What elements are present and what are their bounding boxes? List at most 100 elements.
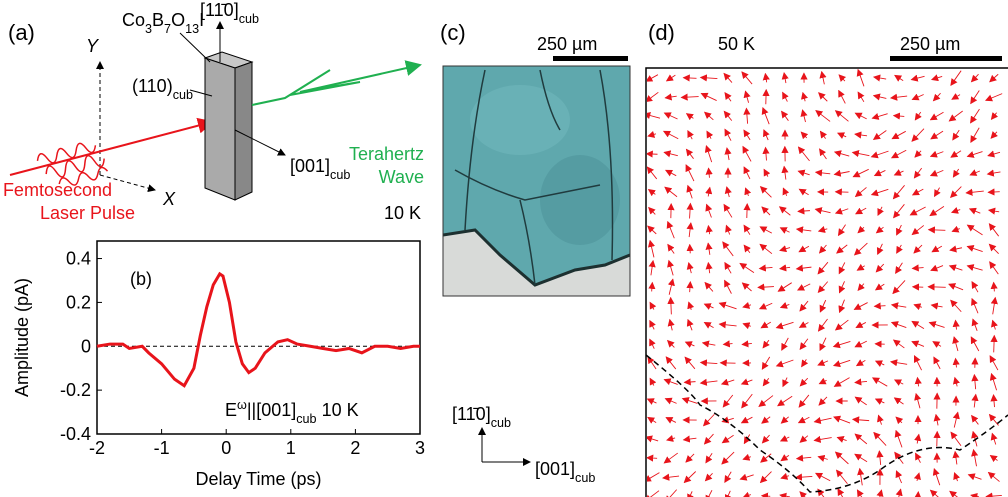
x-tick-label: 0: [221, 438, 231, 458]
field-arrow: [966, 224, 983, 236]
panel-label: (b): [130, 269, 152, 289]
field-arrow: [838, 262, 846, 275]
field-arrow: [703, 303, 714, 310]
field-arrow: [837, 488, 845, 497]
field-arrow: [800, 109, 808, 123]
field-arrow: [781, 165, 789, 180]
field-arrow: [914, 490, 922, 497]
field-arrow: [857, 467, 865, 486]
field-arrow: [911, 320, 925, 330]
field-arrow: [952, 168, 960, 178]
field-arrow: [990, 334, 998, 353]
field-arrow: [895, 488, 903, 497]
field-arrow: [893, 397, 904, 405]
field-arrow: [854, 453, 868, 463]
field-arrow: [665, 74, 676, 82]
panel-a-diagram: [9, 21, 422, 201]
field-arrow: [871, 377, 888, 387]
field-arrow: [929, 111, 944, 121]
field-arrow: [724, 128, 732, 141]
field-arrow: [797, 169, 810, 177]
text-part: cub: [575, 471, 595, 485]
field-arrow: [647, 490, 660, 497]
axis-label: Y: [86, 36, 100, 56]
field-arrow: [896, 244, 903, 254]
field-arrow: [759, 471, 772, 484]
field-arrow: [701, 340, 716, 348]
field-arrow: [929, 489, 939, 497]
field-arrow: [647, 472, 660, 482]
field-arrow: [666, 220, 675, 239]
field-arrow: [647, 74, 659, 82]
field-arrow: [855, 359, 866, 367]
field-arrow: [971, 373, 979, 390]
field-arrow: [647, 91, 659, 103]
x-tick-label: 2: [350, 438, 360, 458]
field-arrow: [799, 435, 809, 443]
field-arrow: [665, 417, 677, 424]
field-arrow: [950, 150, 962, 158]
field-arrow: [648, 259, 656, 276]
field-arrow: [911, 225, 925, 236]
field-arrow: [664, 397, 677, 405]
field-arrow: [741, 71, 753, 85]
field-arrow: [686, 222, 694, 238]
field-arrow: [700, 92, 717, 101]
field-arrow: [836, 244, 848, 254]
field-arrow: [833, 415, 851, 424]
field-arrow: [761, 356, 771, 370]
field-arrow: [870, 188, 889, 197]
field-arrow: [761, 434, 770, 444]
field-arrow: [647, 416, 657, 424]
field-arrow: [855, 207, 867, 215]
field-arrow: [984, 93, 1003, 102]
field-arrow: [914, 111, 922, 121]
field-arrow: [989, 261, 999, 275]
field-arrow: [817, 281, 829, 294]
field-arrow: [819, 70, 827, 85]
field-arrow: [782, 377, 789, 388]
field-arrow: [948, 110, 963, 122]
field-arrow: [970, 90, 980, 105]
field-arrow: [699, 74, 718, 82]
field-arrow: [914, 376, 922, 387]
text-part: [11̄0]: [200, 0, 239, 20]
field-arrow: [832, 359, 851, 368]
field-arrow: [763, 129, 770, 141]
field-arrow: [686, 184, 694, 199]
field-arrow: [876, 243, 884, 256]
field-arrow: [647, 454, 658, 462]
direction-label: [001]cub: [535, 459, 595, 485]
field-arrow: [740, 416, 753, 424]
field-arrow: [722, 394, 734, 408]
field-arrow: [682, 74, 697, 82]
field-arrow: [834, 451, 849, 465]
field-arrow: [703, 321, 714, 329]
field-arrow: [911, 340, 925, 348]
field-arrow: [649, 301, 657, 310]
panel-label: (a): [8, 20, 35, 45]
field-arrow: [779, 302, 790, 309]
field-arrow: [704, 472, 713, 482]
field-arrow: [743, 244, 751, 254]
field-arrow: [852, 168, 869, 178]
field-arrow: [893, 379, 904, 386]
field-arrow: [760, 492, 771, 497]
field-arrow: [989, 355, 999, 371]
field-arrow: [703, 111, 714, 121]
field-arrow: [853, 302, 868, 310]
field-arrow: [835, 469, 848, 485]
field-arrow: [856, 263, 865, 271]
field-arrow: [819, 299, 827, 313]
field-arrow: [761, 206, 771, 216]
field-arrow: [970, 336, 980, 352]
field-arrow: [742, 145, 752, 162]
field-arrow: [778, 206, 791, 216]
field-arrow: [742, 453, 751, 461]
field-arrow: [989, 454, 998, 463]
field-arrow: [854, 396, 867, 406]
face-label: (110)cub: [132, 76, 193, 102]
field-arrow: [760, 321, 772, 329]
field-arrow: [681, 397, 698, 404]
